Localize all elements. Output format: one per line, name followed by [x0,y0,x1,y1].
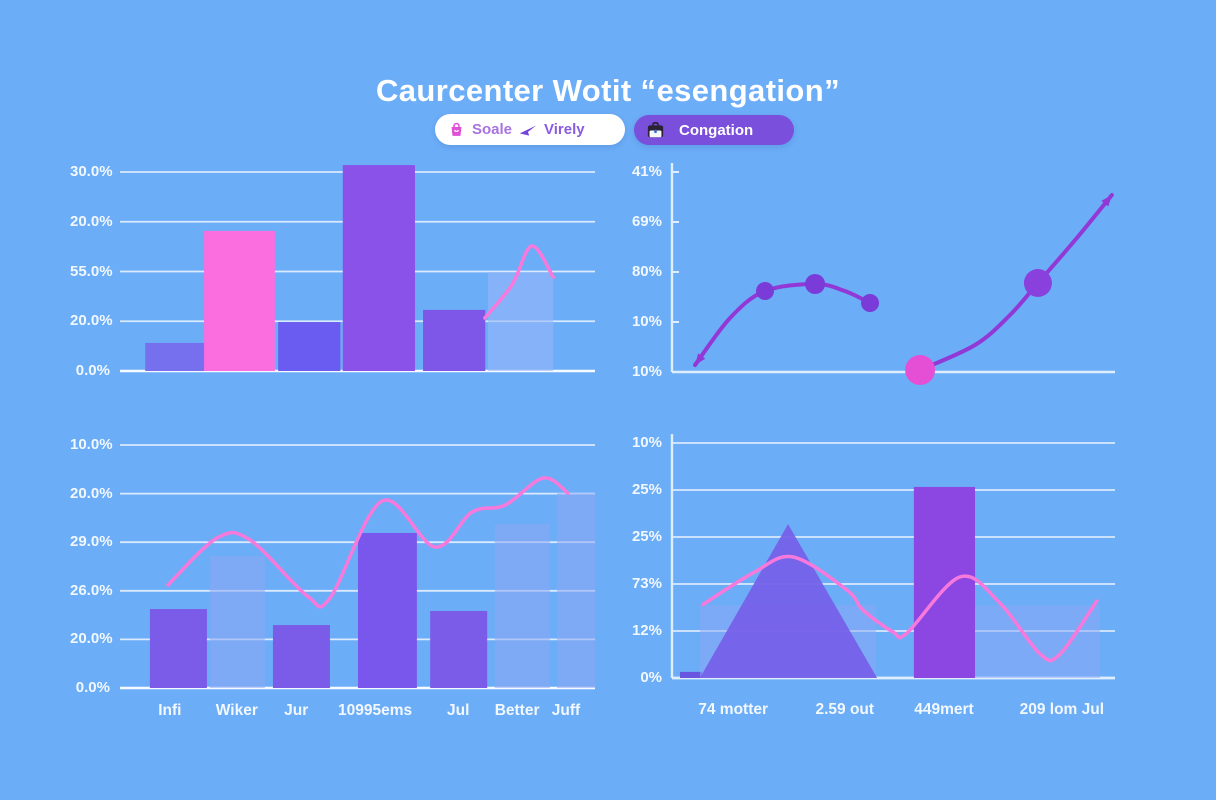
y-axis-tick-label: 10% [631,313,662,330]
bag-icon [448,121,465,138]
arrowhead [695,353,706,365]
legend-label-virely: Virely [544,121,585,138]
line-series [918,193,1114,372]
legend-label-congation: Congation [679,121,754,139]
x-axis-tick-label: Jur [284,702,309,719]
send-arrow-icon [519,123,537,137]
x-axis-tick-label: 74 motter [698,701,769,718]
y-axis-tick-label: 0.0% [75,362,110,379]
data-point-dot [861,294,880,312]
bar [145,342,206,371]
data-point-dot [1023,269,1052,297]
x-axis-tick-label: 10995ems [338,702,413,719]
y-axis-tick-label: 10% [631,434,662,451]
arrowhead [1101,195,1112,207]
area-triangle [699,524,878,678]
x-axis-tick-label: 2.59 out [815,701,875,718]
bar [488,272,554,371]
bar [342,165,415,371]
y-axis-tick-label: 29.0% [70,533,113,551]
y-axis-tick-label: 12% [631,622,662,639]
y-axis-tick-label: 0.0% [75,679,110,696]
y-axis-tick-label: 25% [631,528,662,545]
legend-pill-congation[interactable]: Congation [634,115,794,145]
x-axis-tick-label: Infi [158,702,182,719]
y-axis-tick-label: 20.0% [70,212,113,230]
bar [494,523,550,688]
bar [423,309,486,371]
bar [913,486,976,678]
line-series [483,244,555,320]
legend-pill-soale-virely[interactable]: Soale Virely [435,114,625,145]
y-axis-tick-label: 0% [640,669,662,686]
y-axis-tick-label: 20.0% [70,312,113,330]
bar [272,625,330,688]
bar [357,532,417,688]
y-axis-tick-label: 69% [631,213,662,230]
bar [557,493,595,688]
line-series [701,554,1099,663]
bar [430,610,488,688]
y-axis-tick-label: 30.0% [70,163,113,180]
y-axis-tick-label: 25% [631,481,662,498]
chart-top-right-line: 41% 69% 80% 10% 10% [620,155,1125,400]
bar [679,671,703,678]
y-axis-tick-label: 10% [631,363,662,380]
data-point-dot [905,355,936,385]
y-axis-tick-label: 10.0% [70,436,113,453]
data-point-dot [756,282,775,300]
x-axis-tick-label: Jul [446,702,470,719]
bar [975,605,1100,678]
y-axis-tick-label: 55.0% [70,262,113,280]
x-axis-tick-label: 209 lom Jul [1019,701,1105,718]
chart-top-left-bars: 30.0% 20.0% 55.0% 20.0% 0.0% [70,155,600,400]
bar [149,609,207,688]
y-axis-tick-label: 73% [631,575,662,592]
x-axis-tick-label: Wiker [215,702,258,719]
line-series [693,281,873,367]
bar [204,230,275,371]
y-axis-tick-label: 41% [631,163,662,180]
x-axis-tick-label: 449mert [914,701,974,718]
y-axis-tick-label: 80% [631,263,662,280]
page-title: Caurcenter Wotit “esengation” [375,72,841,108]
chart-bottom-right-area-line: 10% 25% 25% 73% 12% 0% 74 motter 2.59 out 449mer… [620,425,1125,725]
bar [209,556,265,688]
y-axis-tick-label: 26.0% [70,581,113,599]
y-axis-tick-label: 20.0% [70,484,113,502]
chart-bottom-left-bars-line: 10.0% 20.0% 29.0% 26.0% 20.0% 0.0% Infi Wiker Ju… [70,425,600,725]
y-axis-tick-label: 20.0% [70,630,113,648]
legend-label-soale: Soale [472,121,513,138]
bar [278,322,341,371]
x-axis-tick-label: Juff [551,702,581,719]
briefcase-icon [646,121,665,139]
data-point-dot [805,274,826,294]
line-series [166,476,570,609]
x-axis-tick-label: Better [494,702,540,719]
